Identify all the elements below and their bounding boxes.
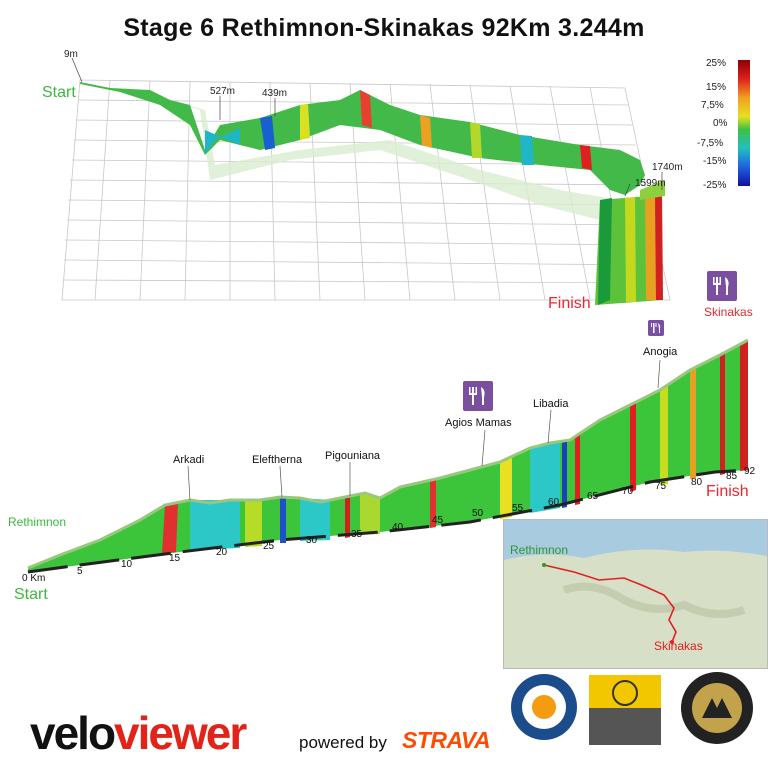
km-tick: 75: [655, 481, 667, 492]
veloviewer-logo-part-1: velo: [30, 707, 116, 759]
km-tick-labels: 0 Km 5 10 15 20 25 30 35 40 45 50 55 60 …: [22, 466, 756, 584]
powered-by-label: powered by: [299, 733, 387, 752]
profile-finish-label: Finish: [706, 483, 749, 500]
km-tick: 5: [77, 566, 83, 577]
elev-label-1599: 1599m: [635, 178, 666, 189]
page-title: Stage 6 Rethimnon-Skinakas 92Km 3.244m: [123, 14, 645, 42]
restaurant-icon: [648, 320, 664, 336]
elev-label-start: 9m: [64, 49, 78, 60]
place-libadia: Libadia: [533, 398, 569, 410]
strava-logo: STRAVA: [402, 727, 491, 753]
place-eleftherna: Eleftherna: [252, 454, 303, 466]
map-from-label: Rethimnon: [510, 543, 568, 557]
km-tick: 45: [432, 515, 444, 526]
legend-tick-neg-25: -25%: [703, 180, 726, 191]
tour-badge-icon: [511, 674, 577, 740]
km-tick: 20: [216, 547, 228, 558]
km-tick: 85: [726, 471, 738, 482]
restaurant-icon: [707, 271, 737, 301]
legend-tick-neg-7-5: -7,5%: [697, 138, 723, 149]
perspective-profile: [80, 82, 665, 305]
km-tick: 10: [121, 559, 133, 570]
place-markers: [187, 359, 661, 501]
legend-tick-neg-15: -15%: [703, 156, 726, 167]
km-tick: 65: [587, 491, 599, 502]
km-tick: 25: [263, 541, 275, 552]
place-pigouniana: Pigouniana: [325, 450, 381, 462]
place-agios-mamas: Agios Mamas: [445, 417, 512, 429]
km-tick: 0 Km: [22, 573, 45, 584]
legend-tick-0: 0%: [713, 118, 728, 129]
km-axis: [27, 468, 749, 574]
km-tick: 30: [306, 535, 318, 546]
perspective-finish-label: Finish: [548, 295, 591, 312]
veloviewer-logo: veloviewer: [30, 706, 247, 760]
elev-markers: [71, 57, 663, 197]
profile-start-label: Start: [14, 586, 48, 603]
km-tick: 70: [622, 486, 634, 497]
place-anogia: Anogia: [643, 346, 678, 358]
legend-tick-15: 15%: [706, 82, 726, 93]
side-profile: [27, 338, 749, 572]
legend-tick-25: 25%: [706, 58, 726, 69]
perspective-start-label: Start: [42, 84, 76, 101]
profile-shadow: [150, 95, 620, 220]
mountain-bike-festival-icon: [681, 672, 753, 744]
km-tick: 92: [744, 466, 756, 477]
km-tick: 50: [472, 508, 484, 519]
restaurant-icon: [463, 381, 493, 411]
end-label: Skinakas: [704, 305, 753, 319]
km-tick: 40: [392, 522, 404, 533]
km-tick: 80: [691, 477, 703, 488]
map-to-label: Skinakas: [654, 639, 703, 653]
km-tick: 35: [351, 529, 363, 540]
legend-tick-7-5: 7,5%: [701, 100, 724, 111]
origin-label: Rethimnon: [8, 515, 66, 529]
elev-label-1740: 1740m: [652, 162, 683, 173]
km-tick: 60: [548, 497, 560, 508]
veloviewer-logo-part-2: viewer: [114, 707, 247, 759]
elev-label-439: 439m: [262, 88, 287, 99]
gradient-legend: 25% 15% 7,5% 0% -7,5% -15% -25%: [697, 58, 750, 191]
km-tick: 55: [512, 503, 524, 514]
km-tick: 15: [169, 553, 181, 564]
route-map[interactable]: Rethimnon Skinakas: [503, 519, 768, 669]
adventure-guided-tours-icon: [589, 675, 661, 745]
place-arkadi: Arkadi: [173, 454, 204, 466]
elev-label-527: 527m: [210, 86, 235, 97]
